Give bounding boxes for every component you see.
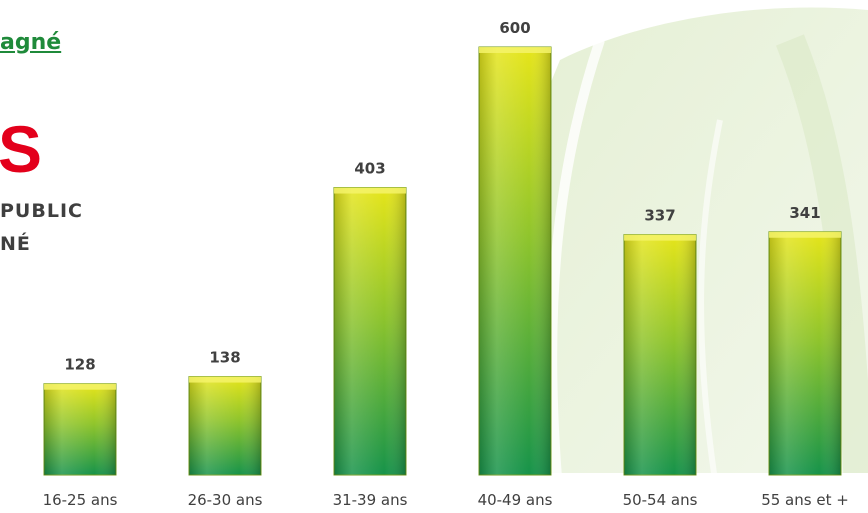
x-tick-label: 40-49 ans: [478, 491, 553, 509]
bar-shine-6: [769, 231, 841, 475]
bar-shine-4: [479, 47, 551, 475]
data-label: 337: [644, 207, 675, 225]
bar-cap-5: [624, 234, 696, 241]
x-tick-label: 50-54 ans: [623, 491, 698, 509]
x-tick-label: 16-25 ans: [43, 491, 118, 509]
data-label: 403: [354, 160, 385, 178]
data-label: 138: [209, 349, 240, 367]
data-label: 600: [499, 19, 530, 37]
big-red-letter: S: [0, 112, 43, 186]
bar-shine-1: [44, 383, 116, 475]
bar-cap-1: [44, 383, 116, 390]
bar-cap-4: [479, 47, 551, 53]
subtitle-fragment-2: NÉ: [0, 233, 31, 255]
bar-shine-3: [334, 187, 406, 475]
x-tick-label: 26-30 ans: [188, 491, 263, 509]
bar-shine-5: [624, 234, 696, 475]
data-label: 341: [789, 204, 820, 222]
bar-cap-3: [334, 187, 406, 194]
subtitle-fragment-1: PUBLIC: [0, 200, 83, 222]
heading-fragment: agné: [0, 30, 62, 55]
bar-cap-2: [189, 376, 261, 383]
x-tick-label: 55 ans et +: [761, 491, 849, 509]
bar-shine-2: [189, 376, 261, 475]
bar-cap-6: [769, 231, 841, 238]
x-tick-label: 31-39 ans: [333, 491, 408, 509]
data-label: 128: [64, 356, 95, 374]
